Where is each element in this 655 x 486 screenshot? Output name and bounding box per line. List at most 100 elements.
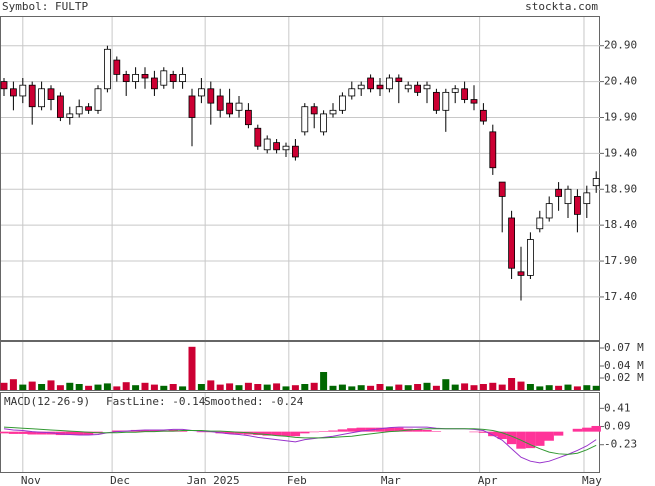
x-tick-label: Apr	[478, 474, 498, 486]
volume-bar	[479, 384, 487, 390]
volume-bar	[216, 384, 224, 390]
volume-bar	[564, 384, 572, 390]
volume-bar	[160, 385, 168, 390]
candle-body	[47, 88, 55, 100]
candle-body	[216, 95, 224, 111]
candle-body	[479, 109, 487, 122]
y-tick-label: 0.07 M	[604, 341, 644, 354]
candle-body	[301, 106, 309, 133]
candle-body	[320, 113, 328, 133]
symbol-label: Symbol: FULTP	[2, 0, 88, 13]
candle-body	[122, 74, 130, 83]
marks	[0, 45, 601, 464]
volume-bar	[85, 385, 93, 390]
volume-bar	[385, 386, 393, 390]
volume-bar	[28, 381, 36, 390]
macd-histogram-bar	[140, 429, 150, 432]
volume-bar	[338, 384, 346, 390]
volume-bar	[113, 386, 121, 390]
candle-body	[527, 239, 534, 276]
y-tick-label: 0.04 M	[604, 359, 644, 372]
volume-bar	[56, 385, 64, 390]
source-label: stockta.com	[525, 0, 598, 13]
y-tick-label: 17.90	[604, 254, 637, 267]
volume-bar	[179, 386, 187, 390]
candle-body	[57, 95, 64, 118]
volume-bar	[573, 386, 581, 390]
y-tick-label: 20.40	[604, 75, 637, 88]
volume-bar	[0, 382, 8, 390]
volume-bar	[357, 385, 365, 390]
volume-bar	[94, 384, 102, 390]
legend-entry: FastLine: -0.14	[106, 395, 206, 408]
volume-bar	[19, 384, 27, 390]
volume-bar	[263, 384, 271, 390]
candle-body	[376, 84, 384, 90]
macd-histogram-bar	[65, 431, 75, 436]
candle-body	[254, 127, 262, 147]
candle-body	[226, 102, 234, 115]
candle-body	[75, 106, 83, 115]
candle-body	[367, 77, 375, 90]
macd-histogram-bar	[27, 431, 37, 435]
candle-body	[536, 217, 544, 230]
y-tick-label: 19.40	[604, 146, 637, 159]
candle-body	[395, 77, 403, 82]
volume-bar	[103, 383, 111, 390]
candle-body	[555, 188, 562, 197]
macd-histogram-bar	[271, 431, 282, 436]
volume-bar	[545, 385, 553, 390]
volume-bar	[442, 379, 450, 390]
candle-body	[113, 59, 121, 75]
volume-bar	[498, 384, 506, 390]
price-panel	[0, 16, 600, 341]
macd-histogram-bar	[281, 431, 291, 437]
macd-title: MACD(12-26-9)	[4, 395, 90, 408]
x-tick-label: Dec	[110, 474, 130, 486]
volume-panel	[0, 341, 600, 391]
volume-bar	[555, 385, 563, 390]
volume-bar	[66, 382, 74, 390]
volume-bar	[432, 385, 440, 390]
y-tick-label: 0.02 M	[604, 371, 644, 384]
candle-body	[150, 77, 158, 90]
macd-histogram-bar	[0, 431, 9, 434]
candle-body	[132, 74, 140, 83]
volume-bar	[301, 384, 309, 390]
volume-bar	[592, 385, 600, 390]
volume-bar	[244, 382, 252, 390]
candle-body	[404, 84, 412, 90]
volume-bar	[38, 384, 46, 390]
x-tick-label: Nov	[21, 474, 41, 486]
volume-bar	[291, 385, 299, 390]
legend-entry: Smoothed: -0.24	[204, 395, 304, 408]
volume-bar	[226, 383, 234, 390]
x-tick-label: Feb	[287, 474, 307, 486]
candle-body	[235, 102, 243, 111]
y-tick-label: 0.09	[604, 420, 631, 433]
volume-bar	[188, 346, 196, 390]
macd-histogram-bar	[337, 429, 348, 432]
y-tick-label: 19.90	[604, 110, 637, 123]
y-tick-label: 18.40	[604, 218, 637, 231]
volume-bar	[9, 379, 17, 390]
volume-bar	[310, 382, 318, 390]
candle-body	[423, 84, 431, 90]
candle-body	[66, 113, 74, 118]
macd-line	[3, 426, 597, 455]
y-tick-label: 18.90	[604, 182, 637, 195]
macd-histogram-bar	[535, 431, 545, 446]
x-tick-label: Jan 2025	[187, 474, 240, 486]
volume-bar	[461, 383, 469, 390]
macd-histogram-bar	[112, 430, 122, 432]
macd-histogram-bar	[525, 431, 536, 449]
candle-body	[329, 109, 337, 115]
y-tick-label: 17.40	[604, 290, 637, 303]
volume-bar	[348, 386, 356, 390]
volume-bar	[75, 384, 83, 390]
macd-histogram-bar	[488, 431, 498, 437]
macd-histogram-bar	[300, 431, 310, 434]
volume-bar	[235, 385, 243, 390]
volume-bar	[169, 384, 177, 390]
